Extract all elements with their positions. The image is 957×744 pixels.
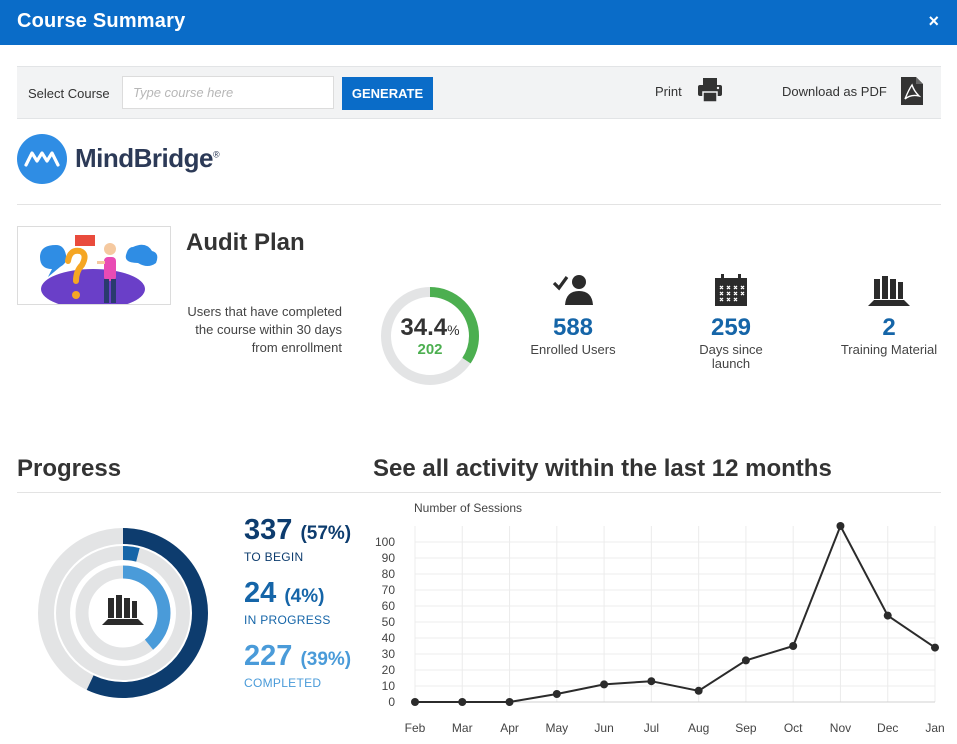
stat-enrolled-users: 588 Enrolled Users	[523, 270, 623, 357]
y-tick-label: 100	[375, 535, 395, 549]
window-title: Course Summary	[17, 10, 186, 32]
progress-donut	[38, 528, 208, 698]
divider	[17, 204, 941, 205]
print-link[interactable]: Print	[655, 84, 682, 99]
y-tick-label: 30	[382, 647, 396, 661]
x-tick-label: Jun	[594, 721, 613, 735]
donut-arc-completed	[75, 565, 171, 661]
stat-days-since-launch: 259 Days since launch	[686, 270, 776, 371]
activity-title: See all activity within the last 12 mont…	[373, 455, 832, 482]
books-icon	[102, 595, 144, 625]
progress-to-begin: 337 (57%) TO BEGIN	[244, 514, 352, 564]
x-tick-label: Jan	[925, 721, 944, 735]
stat-value: 588	[552, 314, 594, 341]
x-tick-label: Mar	[452, 721, 473, 735]
user-check-icon	[523, 270, 623, 310]
toolbar: Select Course GENERATE Print Download as…	[17, 66, 941, 119]
stat-label: Enrolled Users	[530, 342, 616, 357]
data-point-jan	[931, 643, 939, 652]
data-point-may	[552, 690, 561, 698]
y-tick-label: 60	[382, 599, 396, 613]
books-icon	[834, 270, 944, 310]
x-tick-label: Oct	[784, 721, 803, 735]
x-tick-label: Jul	[644, 721, 659, 735]
printer-icon[interactable]	[696, 76, 724, 109]
x-tick-label: Apr	[500, 721, 519, 735]
data-point-oct	[789, 642, 798, 650]
y-axis-label: Number of Sessions	[414, 501, 522, 515]
data-point-nov	[836, 522, 845, 530]
title-bar: Course Summary ×	[0, 0, 957, 45]
data-point-dec	[883, 611, 892, 620]
x-tick-label: Dec	[877, 721, 898, 735]
completion-ring-arc	[381, 287, 479, 385]
select-course-label: Select Course	[28, 86, 110, 101]
stat-training-material: 2 Training Material	[834, 270, 944, 357]
data-point-jun	[600, 680, 609, 689]
x-tick-label: Feb	[405, 721, 426, 735]
pdf-icon[interactable]	[901, 77, 923, 110]
progress-title: Progress	[17, 455, 122, 482]
x-tick-label: Aug	[688, 721, 709, 735]
close-icon[interactable]: ×	[928, 11, 939, 31]
data-point-feb	[411, 698, 419, 706]
progress-completed: 227 (39%) COMPLETED	[244, 640, 352, 690]
mindbridge-logo-icon	[17, 134, 67, 184]
y-tick-label: 90	[382, 551, 396, 565]
activity-line-chart: Number of Sessions 0 10 20 30 40 50 60 70 80 90 100…	[375, 501, 945, 735]
y-tick-label: 10	[382, 679, 396, 693]
course-search-input[interactable]	[122, 76, 334, 109]
course-thumbnail	[17, 226, 171, 305]
completion-ring	[381, 287, 479, 385]
completion-description: Users that have completed the course wit…	[187, 304, 342, 355]
data-point-mar	[458, 698, 467, 706]
donut-arc-in-progress	[56, 546, 190, 680]
y-tick-label: 70	[382, 583, 396, 597]
stat-label: Days since launch	[699, 342, 763, 371]
y-tick-label: 50	[382, 615, 396, 629]
stat-value: 2	[882, 314, 896, 341]
completion-count: 202	[417, 341, 443, 358]
y-tick-label: 0	[388, 695, 395, 709]
y-tick-label: 20	[382, 663, 396, 677]
data-point-aug	[694, 686, 703, 695]
logo-text: MindBridge®	[75, 143, 220, 173]
y-tick-label: 40	[382, 631, 396, 645]
data-point-sep	[741, 656, 750, 665]
x-tick-label: May	[545, 721, 568, 735]
y-tick-label: 80	[382, 567, 396, 581]
donut-arc-to-begin	[38, 528, 208, 698]
progress-in-progress: 24 (4%) IN PROGRESS	[244, 577, 331, 627]
stat-label: Training Material	[840, 342, 938, 357]
data-point-apr	[505, 698, 514, 706]
x-tick-label: Nov	[830, 721, 851, 735]
generate-button[interactable]: GENERATE	[342, 77, 433, 110]
data-point-jul	[647, 677, 656, 686]
x-tick-label: Sep	[735, 721, 757, 735]
stat-value: 259	[710, 314, 752, 341]
sessions-line	[415, 523, 936, 703]
completion-percent: 34.4%	[400, 314, 460, 341]
calendar-icon	[686, 270, 776, 310]
divider	[17, 492, 941, 493]
course-title: Audit Plan	[186, 229, 305, 256]
download-pdf-link[interactable]: Download as PDF	[782, 84, 887, 99]
